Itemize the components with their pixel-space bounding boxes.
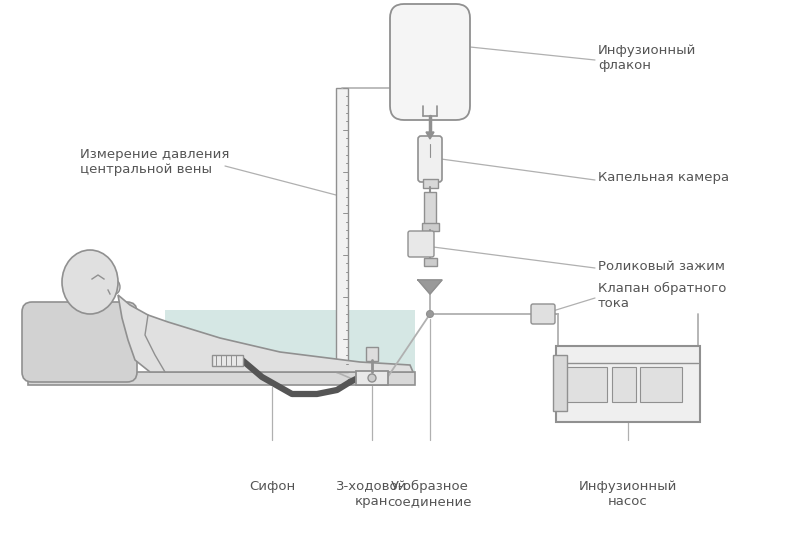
FancyBboxPatch shape [28, 372, 415, 385]
FancyBboxPatch shape [356, 371, 388, 385]
FancyBboxPatch shape [366, 347, 378, 361]
FancyBboxPatch shape [418, 136, 442, 182]
FancyBboxPatch shape [390, 4, 470, 120]
Text: Инфузионный
флакон: Инфузионный флакон [598, 44, 696, 72]
Polygon shape [118, 295, 413, 372]
FancyBboxPatch shape [531, 304, 555, 324]
Polygon shape [418, 280, 442, 294]
Text: 3-ходовой
кран: 3-ходовой кран [336, 480, 408, 508]
Ellipse shape [110, 280, 120, 294]
Ellipse shape [62, 250, 118, 314]
FancyBboxPatch shape [211, 355, 242, 366]
FancyBboxPatch shape [423, 257, 437, 266]
Text: Роликовый зажим: Роликовый зажим [598, 260, 725, 272]
FancyBboxPatch shape [553, 355, 567, 411]
Text: У-образное
соединение: У-образное соединение [388, 480, 472, 508]
FancyBboxPatch shape [424, 192, 436, 224]
Text: Капельная камера: Капельная камера [598, 172, 729, 184]
Ellipse shape [368, 374, 376, 382]
Text: Измерение давления
центральной вены: Измерение давления центральной вены [80, 148, 230, 176]
Text: Клапан обратного
тока: Клапан обратного тока [598, 282, 726, 310]
Polygon shape [426, 132, 434, 139]
FancyBboxPatch shape [336, 88, 348, 372]
Polygon shape [165, 310, 415, 372]
FancyBboxPatch shape [422, 179, 438, 188]
Text: Инфузионный
насос: Инфузионный насос [579, 480, 677, 508]
FancyBboxPatch shape [422, 223, 438, 230]
FancyBboxPatch shape [612, 367, 636, 402]
FancyBboxPatch shape [22, 302, 137, 382]
FancyBboxPatch shape [556, 346, 700, 422]
FancyBboxPatch shape [640, 367, 682, 402]
Circle shape [426, 311, 434, 317]
FancyBboxPatch shape [565, 367, 607, 402]
Text: Сифон: Сифон [249, 480, 295, 493]
FancyBboxPatch shape [408, 231, 434, 257]
